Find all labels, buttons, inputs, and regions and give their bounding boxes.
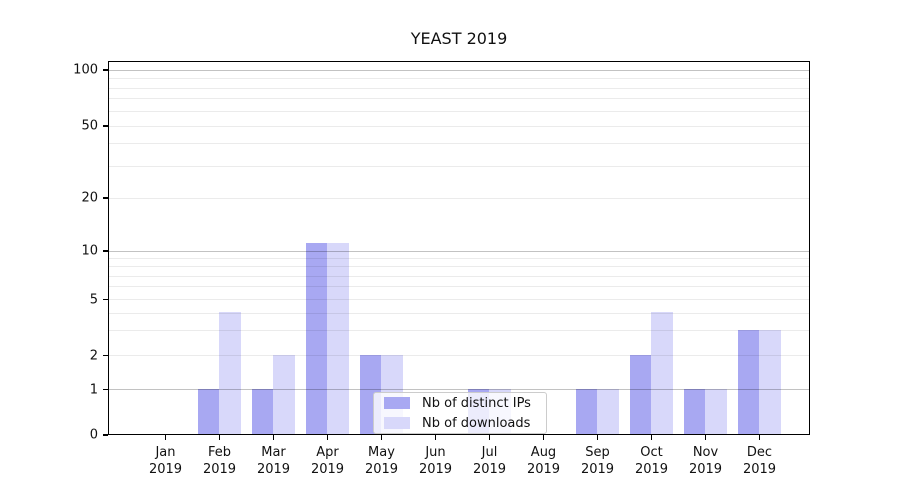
x-tick-mark-nov xyxy=(704,435,707,440)
x-tick-mark-oct xyxy=(650,435,653,440)
minor-gridline-30 xyxy=(109,165,809,167)
x-tick-label-nov: Nov 2019 xyxy=(688,445,723,477)
x-tick-label-sep: Sep 2019 xyxy=(580,445,615,477)
x-tick-label-feb: Feb 2019 xyxy=(202,445,237,477)
minor-gridline-50 xyxy=(109,125,809,127)
bar-nb-of-distinct-ips-sep xyxy=(575,388,598,434)
bar-nb-of-distinct-ips-apr xyxy=(305,242,328,434)
x-tick-label-mar: Mar 2019 xyxy=(256,445,291,477)
y-tick-mark-20 xyxy=(103,197,108,199)
x-tick-label-dec: Dec 2019 xyxy=(742,445,777,477)
x-tick-label-jun: Jun 2019 xyxy=(418,445,453,477)
y-tick-mark-50 xyxy=(103,125,108,127)
x-tick-label-jan: Jan 2019 xyxy=(148,445,183,477)
minor-gridline-70 xyxy=(109,98,809,100)
minor-gridline-40 xyxy=(109,143,809,145)
chart-title: YEAST 2019 xyxy=(410,29,508,48)
x-tick-mark-jun xyxy=(434,435,437,440)
minor-gridline-4 xyxy=(109,312,809,314)
minor-gridline-80 xyxy=(109,87,809,89)
major-gridline-10 xyxy=(109,250,809,252)
bar-nb-of-distinct-ips-feb xyxy=(197,388,220,434)
major-gridline-100 xyxy=(109,69,809,71)
x-tick-label-jul: Jul 2019 xyxy=(472,445,507,477)
y-tick-label-50: 50 xyxy=(81,118,98,134)
y-tick-mark-1 xyxy=(103,388,108,391)
minor-gridline-9 xyxy=(109,257,809,259)
x-tick-label-oct: Oct 2019 xyxy=(634,445,669,477)
legend-row-distinct-ips: Nb of distinct IPs xyxy=(374,393,546,413)
minor-gridline-2 xyxy=(109,355,809,357)
x-tick-mark-feb xyxy=(218,435,221,440)
y-tick-label-0: 0 xyxy=(89,427,98,443)
minor-gridline-60 xyxy=(109,110,809,112)
major-gridline-1 xyxy=(109,389,809,391)
legend: Nb of distinct IPs Nb of downloads xyxy=(373,392,547,434)
x-tick-mark-may xyxy=(380,435,383,440)
minor-gridline-90 xyxy=(109,78,809,80)
x-tick-label-aug: Aug 2019 xyxy=(526,445,561,477)
y-tick-mark-10 xyxy=(103,250,108,252)
bar-nb-of-downloads-mar xyxy=(273,354,295,434)
y-tick-label-5: 5 xyxy=(89,292,98,307)
plot-area xyxy=(108,61,810,435)
bar-nb-of-distinct-ips-oct xyxy=(629,354,652,434)
minor-gridline-5 xyxy=(109,299,809,301)
minor-gridline-8 xyxy=(109,266,809,268)
minor-gridline-20 xyxy=(109,197,809,199)
y-tick-mark-5 xyxy=(103,298,108,301)
bar-nb-of-distinct-ips-nov xyxy=(683,388,706,434)
y-tick-label-1: 1 xyxy=(89,382,98,397)
distinct-ips-swatch-icon xyxy=(384,397,410,409)
bar-nb-of-downloads-apr xyxy=(327,242,349,434)
legend-row-downloads: Nb of downloads xyxy=(374,413,546,433)
x-tick-mark-mar xyxy=(272,435,275,440)
x-tick-mark-jan xyxy=(164,435,167,440)
y-tick-label-20: 20 xyxy=(81,190,98,206)
legend-label-distinct-ips: Nb of distinct IPs xyxy=(422,395,531,411)
x-tick-mark-aug xyxy=(542,435,545,440)
bar-nb-of-distinct-ips-dec xyxy=(737,329,760,434)
minor-gridline-3 xyxy=(109,330,809,332)
bar-nb-of-downloads-nov xyxy=(705,388,727,434)
x-tick-label-apr: Apr 2019 xyxy=(310,445,345,477)
bar-nb-of-downloads-oct xyxy=(651,312,673,434)
x-tick-mark-apr xyxy=(326,435,329,440)
minor-gridline-7 xyxy=(109,275,809,277)
legend-label-downloads: Nb of downloads xyxy=(422,415,531,431)
minor-gridline-6 xyxy=(109,286,809,288)
bar-nb-of-downloads-sep xyxy=(597,388,619,434)
downloads-swatch-icon xyxy=(384,417,410,429)
x-tick-mark-jul xyxy=(488,435,491,440)
bar-nb-of-downloads-dec xyxy=(759,329,781,434)
y-tick-label-10: 10 xyxy=(81,243,98,259)
y-tick-label-2: 2 xyxy=(89,348,98,363)
x-tick-mark-sep xyxy=(596,435,599,440)
x-tick-label-may: May 2019 xyxy=(364,445,399,477)
y-tick-mark-100 xyxy=(103,69,108,71)
bar-nb-of-downloads-feb xyxy=(219,312,241,434)
y-tick-mark-0 xyxy=(103,434,108,436)
x-tick-mark-dec xyxy=(758,435,761,440)
y-tick-label-100: 100 xyxy=(73,62,98,78)
y-tick-mark-2 xyxy=(103,354,108,357)
bar-nb-of-distinct-ips-mar xyxy=(251,388,274,434)
